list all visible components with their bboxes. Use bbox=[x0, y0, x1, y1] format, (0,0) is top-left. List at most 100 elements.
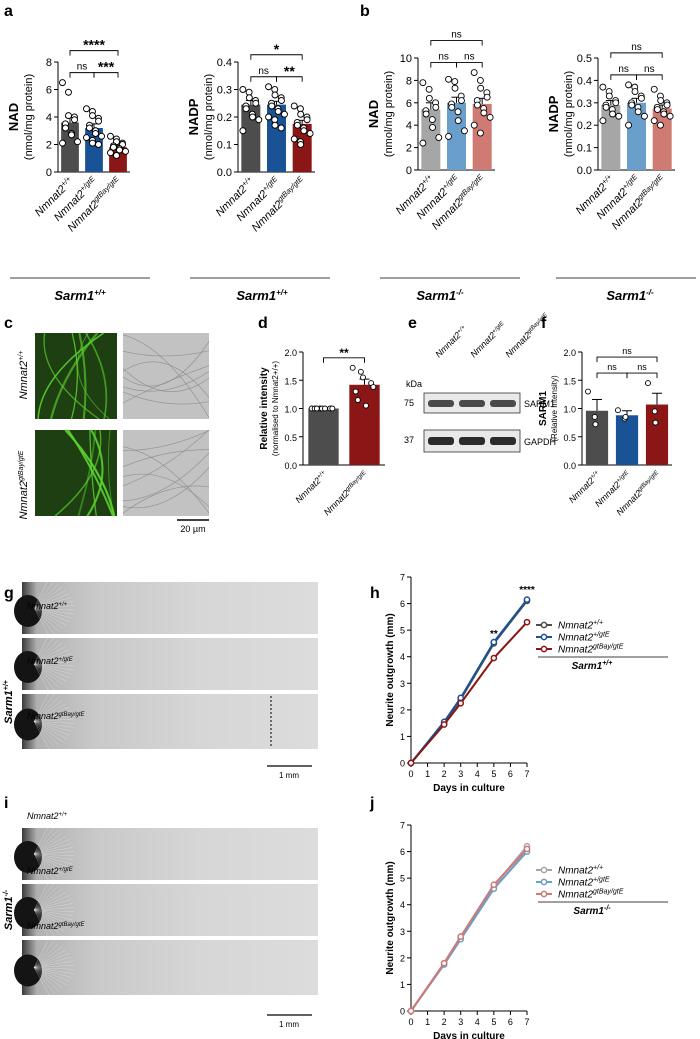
explant-image bbox=[22, 638, 318, 690]
data-point bbox=[650, 85, 658, 93]
fluorescence-image-wt bbox=[35, 332, 117, 420]
data-point bbox=[657, 97, 665, 105]
neurite-ray bbox=[33, 885, 59, 911]
x-tick-label: 1 bbox=[425, 1017, 430, 1027]
data-point bbox=[249, 113, 257, 121]
neurite-ray bbox=[33, 835, 67, 855]
data-point bbox=[300, 127, 308, 135]
significance-label: *** bbox=[98, 59, 115, 75]
neurite-signal bbox=[89, 429, 97, 517]
neurite-bright bbox=[122, 430, 210, 452]
neurite-bright bbox=[122, 350, 210, 357]
neurite-ray bbox=[33, 721, 67, 740]
data-point bbox=[660, 110, 668, 118]
significance-label: ns bbox=[644, 64, 655, 75]
y-tick-label: 5 bbox=[400, 626, 405, 636]
x-axis-label: Days in culture bbox=[433, 1031, 505, 1039]
significance-bracket bbox=[596, 356, 658, 363]
y-tick-label: 4 bbox=[406, 120, 412, 132]
panel-letter-c: c bbox=[4, 315, 13, 332]
neurite-bright bbox=[122, 452, 210, 502]
neurite-ray bbox=[33, 607, 50, 636]
y-tick-label: 0.1 bbox=[217, 140, 232, 152]
group-label-b: Sarm1-/- bbox=[380, 277, 520, 303]
blot-label-sarm1: SARM1 bbox=[524, 399, 555, 409]
data-point bbox=[74, 138, 81, 146]
legend-label: Nmnat2gtBay/gtE bbox=[558, 644, 624, 656]
y-tick-label: 0.5 bbox=[563, 433, 576, 443]
legend-label: Nmnat2+/gtE bbox=[558, 877, 610, 889]
neurite-ray bbox=[33, 607, 67, 626]
significance-label: ** bbox=[339, 346, 349, 360]
data-point bbox=[458, 97, 465, 105]
fluorescence-image-hom bbox=[35, 429, 117, 517]
y-tick-label: 0.0 bbox=[217, 167, 232, 179]
x-tick-label: 7 bbox=[524, 1017, 529, 1027]
y-tick-label: 1 bbox=[400, 980, 405, 990]
significance-bracket bbox=[69, 50, 119, 56]
data-point bbox=[599, 117, 607, 125]
significance-label: ns bbox=[637, 362, 647, 372]
neurite-signal bbox=[78, 332, 87, 420]
y-tick-label: 2.0 bbox=[284, 348, 297, 358]
neurite-ray bbox=[33, 853, 70, 869]
neurite-ray bbox=[33, 853, 74, 856]
data-point bbox=[239, 127, 247, 135]
y-tick-label: 0.0 bbox=[577, 165, 592, 177]
x-tick-label: 6 bbox=[508, 769, 513, 779]
data-point bbox=[370, 384, 377, 390]
y-tick-label: 8 bbox=[46, 57, 52, 69]
series-line bbox=[410, 600, 528, 764]
data-point bbox=[486, 113, 494, 121]
y-tick-label: 6 bbox=[406, 98, 412, 110]
y-tick-label: 0.5 bbox=[284, 433, 297, 443]
y-axis-label: NAD bbox=[366, 100, 381, 128]
y-axis-label: NADP bbox=[546, 95, 561, 132]
x-tick-label: 0 bbox=[408, 1017, 413, 1027]
data-point bbox=[461, 127, 468, 135]
neurite-ray bbox=[33, 967, 74, 974]
svg-text:Nmnat2gtBay/gtE: Nmnat2gtBay/gtE bbox=[27, 921, 86, 931]
data-point bbox=[419, 79, 427, 87]
legend-label: Nmnat2+/+ bbox=[558, 620, 603, 632]
neurite-ray bbox=[33, 663, 72, 675]
data-point bbox=[255, 116, 263, 124]
data-point bbox=[651, 408, 658, 415]
neurite-ray bbox=[33, 825, 49, 855]
neurite-ray bbox=[33, 967, 72, 978]
data-point bbox=[454, 117, 462, 125]
data-point bbox=[625, 81, 632, 89]
brightfield-image-hom bbox=[122, 429, 210, 516]
neurite-ray bbox=[33, 607, 55, 634]
panel-letter-d: d bbox=[258, 315, 268, 332]
y-tick-label: 6 bbox=[400, 847, 405, 857]
x-tick-label: 3 bbox=[458, 1017, 463, 1027]
y-tick-label: 1.0 bbox=[284, 405, 297, 415]
data-point bbox=[470, 69, 478, 77]
data-point bbox=[591, 414, 598, 420]
data-point bbox=[622, 414, 629, 420]
neurite-ray bbox=[33, 853, 64, 875]
x-tick-label: 2 bbox=[442, 1017, 447, 1027]
significance-bracket bbox=[596, 372, 628, 379]
x-tick-label: 5 bbox=[491, 1017, 496, 1027]
significance-bracket bbox=[626, 372, 658, 379]
data-point bbox=[428, 116, 436, 124]
data-point bbox=[306, 130, 314, 137]
significance-label: ns bbox=[631, 42, 642, 53]
neurite-ray bbox=[33, 663, 55, 690]
data-point bbox=[89, 139, 96, 147]
svg-text:Sarm1+/+: Sarm1+/+ bbox=[236, 288, 288, 303]
significance-bracket bbox=[430, 62, 457, 68]
neurite-ray bbox=[33, 895, 70, 911]
neurite-ray bbox=[33, 851, 74, 855]
data-point bbox=[245, 94, 253, 102]
neurite-ray bbox=[33, 583, 59, 609]
neurite-bright bbox=[122, 449, 210, 468]
series-point bbox=[457, 699, 465, 707]
neurite-ray bbox=[33, 839, 70, 855]
x-tick-label: Nmnat2gtBay/gtE bbox=[322, 469, 371, 518]
neurite-ray bbox=[33, 639, 59, 665]
legend-marker bbox=[540, 645, 548, 653]
neurite-ray bbox=[33, 593, 70, 609]
